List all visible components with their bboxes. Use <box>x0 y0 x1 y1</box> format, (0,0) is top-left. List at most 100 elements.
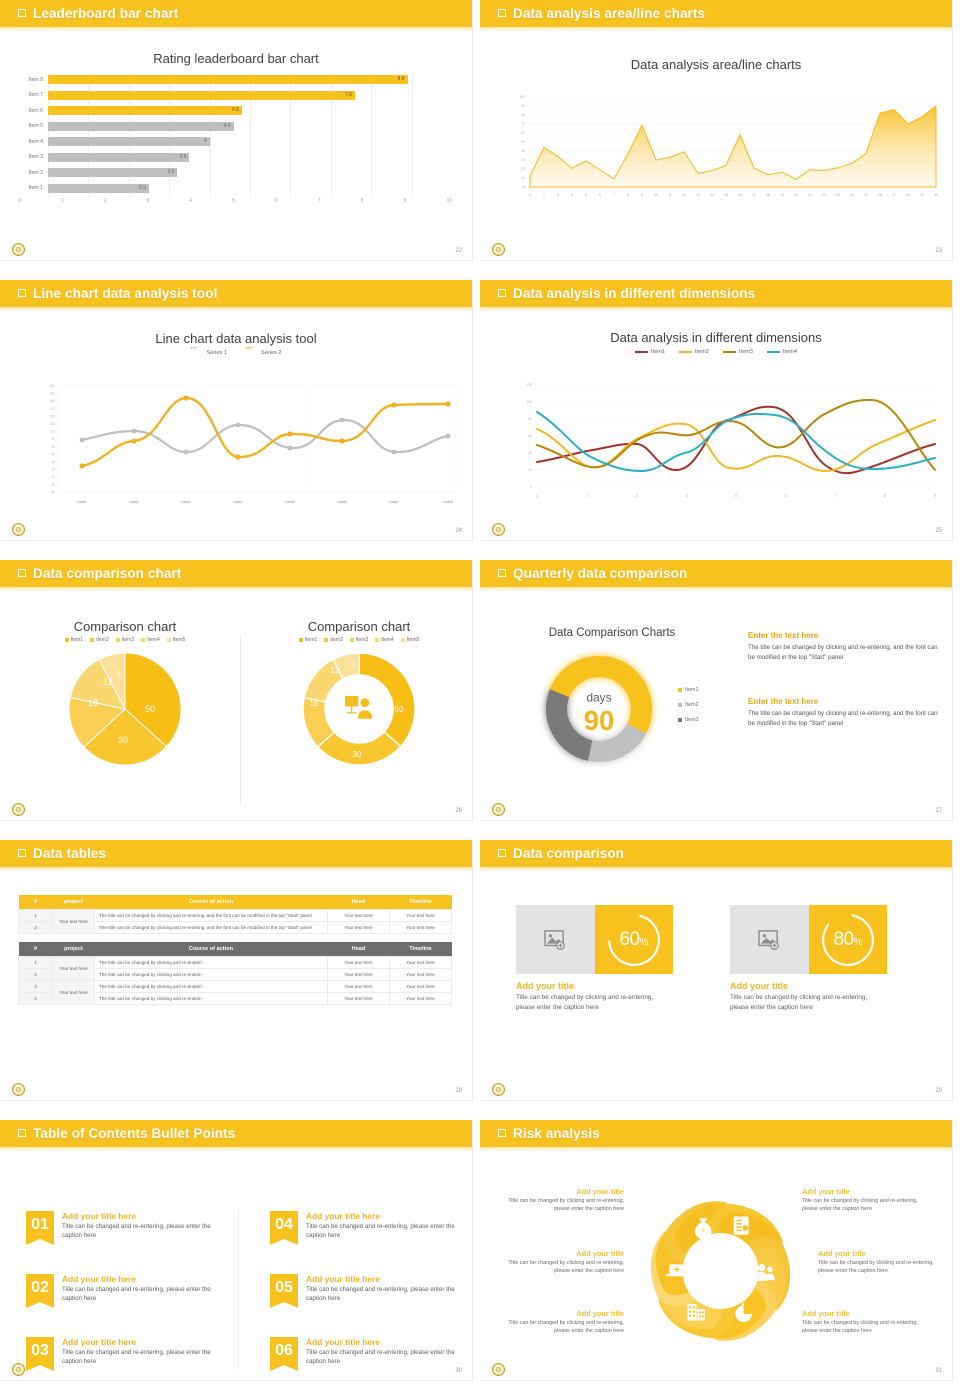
legend-label: Item2 <box>695 349 709 355</box>
svg-text:8: 8 <box>627 193 629 197</box>
toc-item-06[interactable]: 06 Add your title here Title can be chan… <box>270 1337 460 1371</box>
slide-risk-analysis: Risk analysis <box>480 1120 960 1400</box>
toc-item-03[interactable]: 03 Add your title here Title can be chan… <box>26 1337 216 1371</box>
chart-legend: Item1 Item2 Item3 Item4 Item5 <box>244 637 472 643</box>
toc-text: Title can be changed and re-entering, pl… <box>62 1286 211 1303</box>
svg-text:5: 5 <box>585 193 587 197</box>
cell-course: The title can be changed by clicking and… <box>94 956 328 969</box>
slide-leaderboard-bar-chart: Leaderboard bar chart Rating leaderboard… <box>0 0 480 280</box>
svg-text:2: 2 <box>543 193 545 197</box>
page-number: 27 <box>935 808 942 814</box>
x-tick: 9 <box>403 197 407 204</box>
risk-item-right-2: Add your title Title can be changed by c… <box>818 1249 944 1276</box>
divider <box>240 635 241 805</box>
bar-value: 4.6 <box>223 122 231 129</box>
toc-item-05[interactable]: 05 Add your title here Title can be chan… <box>270 1274 460 1308</box>
svg-text:40: 40 <box>521 149 525 153</box>
x-tick: 0 <box>18 197 21 204</box>
pie-value: 12 <box>331 666 340 675</box>
svg-text:50: 50 <box>51 452 55 456</box>
svg-text:18: 18 <box>766 193 770 197</box>
pie-value: 30 <box>353 750 362 759</box>
svg-text:Data2: Data2 <box>129 500 139 504</box>
bar-value: 4 <box>203 138 207 144</box>
toc-item-01[interactable]: 01 Add your title here Title can be chan… <box>26 1211 216 1245</box>
table-row[interactable]: 1 Your text here The title can be change… <box>18 956 452 981</box>
toc-item-02[interactable]: 02 Add your title here Title can be chan… <box>26 1274 216 1308</box>
legend-item-series-1: Series 1 <box>190 346 227 356</box>
slide-header: Risk analysis <box>480 1120 952 1152</box>
cell-timeline: Your text here <box>389 992 452 1005</box>
svg-text:130: 130 <box>50 422 56 426</box>
svg-text:22: 22 <box>822 193 826 197</box>
legend-item-item4: Item4 <box>767 349 797 355</box>
risk-text: Title can be changed by clicking and re-… <box>508 1198 624 1213</box>
toc-item-04[interactable]: 04 Add your title here Title can be chan… <box>270 1211 460 1245</box>
laptop-icon <box>666 1264 688 1277</box>
svg-text:23: 23 <box>836 193 840 197</box>
toc-text: Title can be changed and re-entering, pl… <box>306 1349 455 1366</box>
legend-item: Item4 <box>375 637 394 643</box>
risk-text: Title can be changed by clicking and re-… <box>508 1320 624 1335</box>
legend-label: Item3 <box>685 717 699 723</box>
pie-value: 30 <box>118 735 128 745</box>
presenter-icon <box>345 696 373 719</box>
slide-header: Data tables <box>0 840 472 872</box>
chart-title: Data analysis in different dimensions <box>610 330 822 345</box>
toc-title: Add your title here <box>306 1211 380 1221</box>
pie-value: 18 <box>310 699 319 708</box>
svg-text:Data8: Data8 <box>443 500 453 504</box>
legend-item-series-2: Series 2 <box>245 346 282 356</box>
table-row[interactable]: 3 Your text here The title can be change… <box>18 980 452 1005</box>
svg-text:10: 10 <box>521 176 525 180</box>
svg-text:3: 3 <box>636 494 638 498</box>
svg-text:Data5: Data5 <box>285 500 295 504</box>
x-axis: 0 1 2 3 4 5 6 7 8 9 10 <box>18 198 452 204</box>
pie-value: 50 <box>145 704 155 714</box>
logo-icon <box>12 803 25 816</box>
risk-title: Add your title <box>576 1249 624 1258</box>
slide-data-comparison-chart: Data comparison chart Comparison chart I… <box>0 560 480 840</box>
bar-value: 2.5 <box>139 184 146 191</box>
table-row[interactable]: 1 Your text here The title can be change… <box>18 909 452 934</box>
line-chart: 230 210 190 170 150 130 110 90 70 50 30 10 -10 -3… <box>50 384 457 504</box>
pie-value: 50 <box>395 705 404 714</box>
svg-text:28: 28 <box>906 193 910 197</box>
progress-ring <box>821 913 874 966</box>
risk-text: Title can be changed by clicking and re-… <box>802 1198 918 1213</box>
legend-item: Item3 <box>678 717 698 723</box>
svg-text:120: 120 <box>526 383 532 387</box>
svg-text:Data6: Data6 <box>337 500 347 504</box>
svg-text:100: 100 <box>526 400 532 404</box>
svg-text:90: 90 <box>51 437 55 441</box>
svg-text:2: 2 <box>586 494 588 498</box>
table-header-row: # project Course of action Head Timeline <box>18 942 452 957</box>
svg-text:25: 25 <box>864 193 868 197</box>
chart-legend: Item1 Item2 Item3 Item4 Item5 <box>10 637 240 643</box>
table-row[interactable]: 4 The title can be changed by clicking a… <box>18 992 452 1005</box>
legend-item: Item2 <box>90 637 109 643</box>
page-number: 23 <box>935 248 942 254</box>
table-row[interactable]: 2 The title can be changed by clicking a… <box>18 921 452 934</box>
svg-text:15: 15 <box>724 193 728 197</box>
line-swatch-icon <box>723 351 736 353</box>
square-bullet-icon <box>18 288 26 297</box>
chart-title: Line chart data analysis tool <box>155 331 317 346</box>
th-head: Head <box>327 942 390 957</box>
svg-text:12: 12 <box>682 193 686 197</box>
legend-label: Item3 <box>355 637 369 643</box>
slide-data-comparison-percent: Data comparison <box>480 840 960 1120</box>
cell-index: 2 <box>18 921 53 934</box>
svg-text:20: 20 <box>794 193 798 197</box>
building-icon <box>687 1304 705 1321</box>
square-bullet-icon <box>18 568 26 577</box>
legend-label: Item1 <box>304 637 318 643</box>
svg-text:10: 10 <box>51 468 55 472</box>
th-project: project <box>52 895 95 910</box>
svg-text:6: 6 <box>785 494 787 498</box>
risk-title: Add your title <box>576 1309 624 1318</box>
slide-header-title: Leaderboard bar chart <box>33 6 179 21</box>
th-project: project <box>52 942 95 957</box>
slide-header: Line chart data analysis tool <box>0 280 472 312</box>
chart-title: Rating leaderboard bar chart <box>153 51 319 66</box>
